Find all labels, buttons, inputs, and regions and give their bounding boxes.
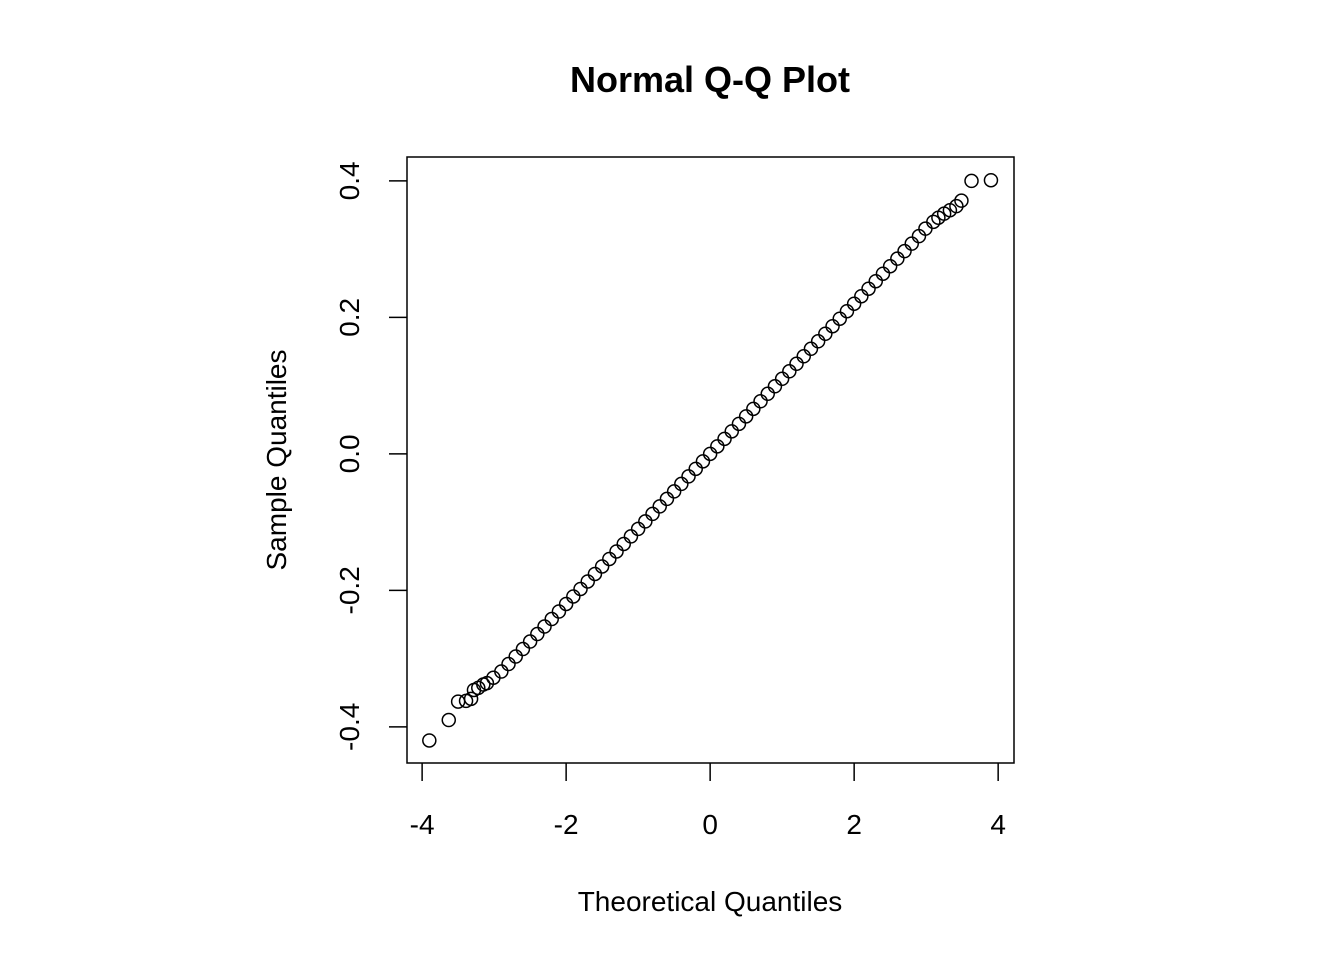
point — [897, 243, 912, 259]
point — [818, 326, 833, 341]
point — [810, 334, 826, 349]
point — [630, 521, 646, 537]
point — [422, 733, 437, 748]
point — [731, 416, 747, 432]
point — [710, 439, 725, 454]
point — [544, 611, 559, 627]
point — [868, 273, 884, 289]
y-axis-label: Sample Quantiles — [261, 349, 292, 570]
point — [738, 409, 754, 424]
point — [954, 193, 969, 208]
point — [964, 173, 979, 189]
point — [587, 566, 603, 582]
y-tick-label: 0.4 — [334, 161, 365, 200]
point — [501, 656, 516, 672]
point — [746, 401, 761, 417]
point — [616, 536, 631, 552]
x-tick-label: 2 — [846, 809, 862, 840]
point — [666, 484, 682, 499]
point — [508, 649, 523, 664]
point — [796, 349, 811, 364]
y-tick-label: 0.2 — [334, 298, 365, 337]
point — [861, 281, 876, 296]
point — [875, 266, 891, 281]
point — [825, 318, 840, 334]
point — [681, 469, 696, 484]
point — [659, 491, 675, 507]
point — [463, 691, 479, 707]
point — [789, 356, 804, 372]
point — [983, 172, 999, 188]
point — [949, 198, 964, 214]
point — [926, 214, 941, 230]
x-axis-label: Theoretical Quantiles — [578, 886, 843, 917]
x-tick-label: 4 — [990, 809, 1006, 840]
y-tick-label: 0.0 — [334, 434, 365, 473]
point — [760, 386, 775, 402]
point — [602, 551, 617, 567]
point — [551, 604, 567, 619]
x-tick-label: -2 — [554, 809, 579, 840]
point — [530, 626, 545, 642]
point — [566, 589, 581, 604]
point — [839, 303, 855, 319]
point — [645, 506, 660, 522]
point — [695, 454, 711, 469]
point — [724, 424, 739, 439]
point — [854, 288, 869, 304]
point — [832, 311, 847, 326]
chart-title: Normal Q-Q Plot — [570, 59, 850, 100]
x-tick-label: 0 — [702, 809, 718, 840]
point — [803, 341, 819, 357]
point — [609, 544, 624, 559]
point — [674, 476, 689, 492]
point — [890, 251, 905, 266]
point — [441, 712, 457, 728]
point — [882, 258, 898, 274]
point — [515, 641, 531, 657]
point — [652, 499, 667, 514]
point — [558, 596, 574, 612]
point — [522, 634, 538, 649]
point — [573, 581, 588, 597]
point — [774, 371, 790, 387]
point — [846, 296, 862, 311]
point — [638, 514, 653, 529]
y-tick-label: -0.4 — [334, 703, 365, 751]
point — [623, 529, 639, 544]
point — [537, 619, 552, 634]
point — [753, 394, 768, 409]
point — [580, 574, 595, 589]
point — [594, 559, 610, 574]
point — [494, 664, 509, 679]
x-tick-label: -4 — [410, 809, 435, 840]
point — [904, 236, 920, 251]
point — [782, 364, 797, 379]
point — [702, 446, 718, 462]
point — [717, 431, 732, 447]
point — [767, 379, 783, 394]
y-tick-label: -0.2 — [334, 566, 365, 614]
point — [688, 461, 703, 477]
